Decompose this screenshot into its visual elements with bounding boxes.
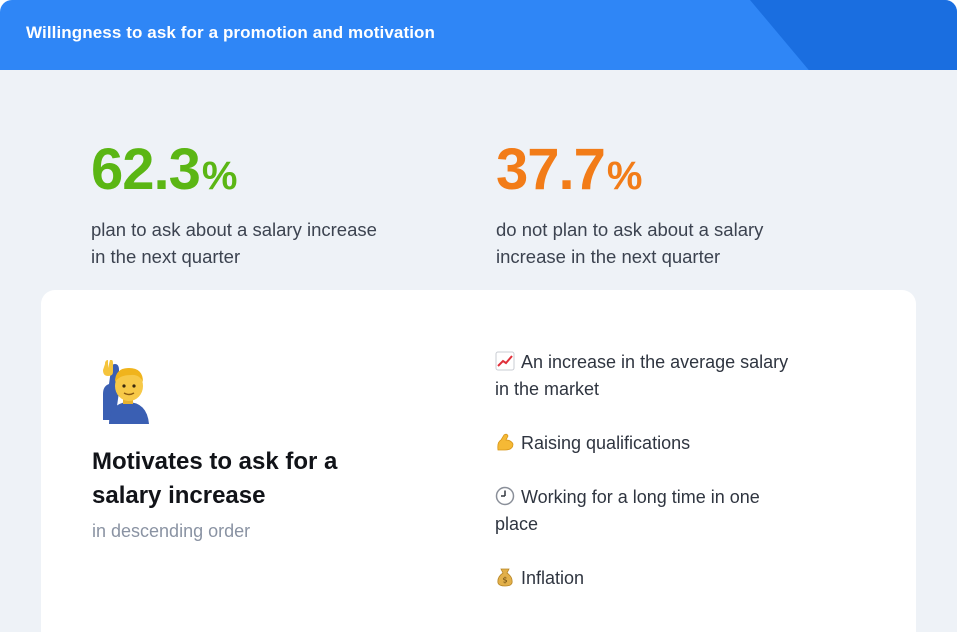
person-raising-hand-icon (103, 360, 149, 424)
motivation-panel: Motivates to ask for a salary increase i… (41, 290, 916, 632)
stat-number: 37.7 (496, 137, 606, 202)
svg-text:$: $ (502, 576, 507, 585)
stat-caption: plan to ask about a salary increase in t… (91, 219, 377, 267)
list-item-text: Working for a long time in one place (495, 487, 760, 534)
money-bag-icon: $ (497, 568, 513, 587)
list-item: Raising qualifications (495, 430, 795, 457)
stat-value: 37.7% (496, 136, 796, 210)
stat-number: 62.3 (91, 137, 201, 202)
stat-unit: % (201, 154, 238, 198)
panel-subtitle: in descending order (92, 521, 251, 541)
stat-not-plan-to-ask: 37.7% do not plan to ask about a salary … (496, 136, 796, 270)
list-item-text: Raising qualifications (521, 433, 691, 453)
clock-icon (495, 486, 515, 506)
list-item: An increase in the average salary in the… (495, 349, 795, 403)
chart-increasing-icon (495, 351, 515, 371)
flexed-biceps-icon (497, 433, 514, 451)
header-accent-shape (750, 0, 957, 70)
list-item: $ Inflation (495, 565, 795, 592)
stat-value: 62.3% (91, 136, 391, 210)
list-item: Working for a long time in one place (495, 484, 795, 538)
stat-plan-to-ask: 62.3% plan to ask about a salary increas… (91, 136, 391, 270)
list-item-text: Inflation (521, 568, 585, 588)
list-item-text: An increase in the average salary in the… (495, 352, 789, 399)
stat-unit: % (606, 154, 643, 198)
header-title: Willingness to ask for a promotion and m… (26, 23, 435, 42)
panel-title: Motivates to ask for a salary increase (92, 448, 338, 509)
header-bar: Willingness to ask for a promotion and m… (0, 0, 957, 70)
stat-caption: do not plan to ask about a salary increa… (496, 219, 764, 267)
